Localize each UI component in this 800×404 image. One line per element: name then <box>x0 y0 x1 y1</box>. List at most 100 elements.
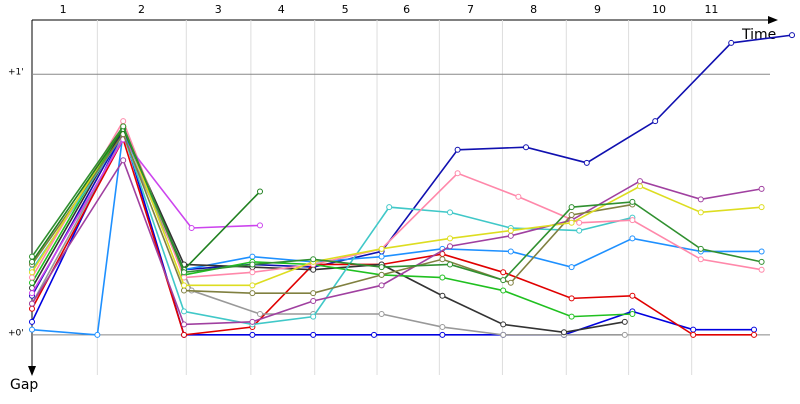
data-point <box>439 256 446 263</box>
data-point <box>249 261 256 268</box>
data-point <box>447 261 453 268</box>
data-point <box>29 274 35 281</box>
series-line <box>31 119 762 279</box>
lap-label: 2 <box>138 3 145 16</box>
data-point <box>181 321 187 328</box>
data-point <box>249 282 256 289</box>
y-axis-label: Gap <box>10 377 38 393</box>
data-point <box>637 183 643 190</box>
data-point <box>500 277 507 284</box>
data-point <box>378 271 385 278</box>
data-point <box>249 331 256 338</box>
data-point <box>568 204 575 211</box>
data-point <box>758 185 765 192</box>
data-point <box>29 290 35 297</box>
lap-label: 9 <box>594 3 601 16</box>
data-point <box>439 292 446 299</box>
data-point <box>454 170 461 177</box>
data-point <box>257 311 263 318</box>
data-point <box>583 159 590 166</box>
data-point <box>697 245 704 252</box>
data-point <box>500 321 507 328</box>
data-point <box>378 253 385 260</box>
data-point <box>120 123 127 130</box>
series-line <box>31 137 754 336</box>
series-line <box>31 132 633 294</box>
data-point <box>758 266 765 273</box>
data-point <box>378 245 385 252</box>
data-point <box>447 235 453 242</box>
lap-label: 5 <box>342 3 349 16</box>
data-point <box>500 287 507 294</box>
data-point <box>576 227 583 234</box>
data-point <box>181 287 187 294</box>
data-point <box>507 279 514 286</box>
data-point <box>29 318 35 325</box>
series-line <box>31 124 762 282</box>
data-point <box>29 279 35 286</box>
data-point <box>690 331 697 338</box>
data-point <box>378 311 385 318</box>
data-point <box>249 253 256 260</box>
data-point <box>758 258 765 265</box>
data-point <box>500 269 507 276</box>
data-point <box>439 324 446 331</box>
data-point <box>249 269 256 276</box>
data-point <box>728 39 735 46</box>
lap-label: 4 <box>278 3 285 16</box>
y-tick-label: +0' <box>8 328 24 338</box>
data-point <box>439 331 446 338</box>
data-point <box>629 235 636 242</box>
lap-label: 8 <box>530 3 537 16</box>
data-point <box>120 157 127 164</box>
data-point <box>371 331 377 338</box>
data-point <box>181 308 187 315</box>
data-point <box>181 282 187 289</box>
data-point <box>515 193 522 200</box>
data-point <box>507 248 514 255</box>
data-point <box>690 326 697 333</box>
data-point <box>629 198 636 205</box>
data-point <box>697 256 704 263</box>
data-point <box>454 146 461 153</box>
y-tick-label: +1' <box>8 68 24 78</box>
data-point <box>629 292 636 299</box>
lap-label: 10 <box>652 3 666 16</box>
data-point <box>507 227 514 234</box>
data-point <box>310 331 317 338</box>
data-point <box>561 329 567 336</box>
data-point <box>758 248 765 255</box>
data-point <box>310 313 317 320</box>
data-point <box>249 290 256 297</box>
data-point <box>29 326 35 333</box>
x-axis-arrow <box>768 16 778 24</box>
data-point <box>310 290 317 297</box>
data-point <box>310 256 317 263</box>
data-point <box>249 318 256 325</box>
data-point <box>386 204 393 211</box>
data-point <box>257 222 263 229</box>
data-point <box>29 258 35 265</box>
data-point <box>447 209 453 216</box>
data-point <box>29 253 35 260</box>
data-point <box>500 331 507 338</box>
data-point <box>629 311 636 318</box>
data-point <box>568 313 575 320</box>
data-point <box>758 204 765 211</box>
lap-label: 11 <box>704 3 718 16</box>
data-point <box>507 232 514 239</box>
y-axis-arrow <box>28 366 36 376</box>
data-point <box>568 219 575 226</box>
data-point <box>120 118 127 125</box>
data-point <box>637 178 643 185</box>
data-point <box>181 331 187 338</box>
data-point <box>697 209 704 216</box>
data-point <box>751 331 757 338</box>
data-point <box>568 211 575 218</box>
lap-label: 7 <box>467 3 474 16</box>
data-point <box>29 305 35 312</box>
data-point <box>94 331 101 338</box>
data-point <box>629 217 636 224</box>
data-point <box>652 118 659 125</box>
